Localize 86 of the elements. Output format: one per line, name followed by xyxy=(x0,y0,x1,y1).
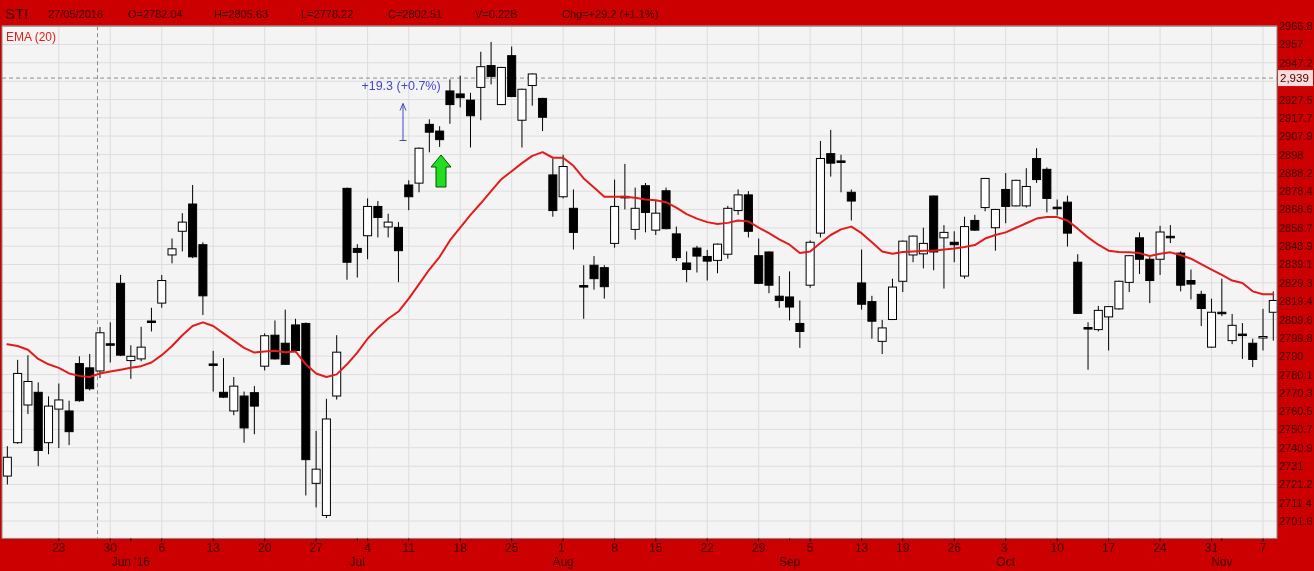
y-tick-label: 2740.9 xyxy=(1279,441,1313,454)
y-tick-label: 2917.7 xyxy=(1279,111,1313,124)
y-tick-label: 2888.2 xyxy=(1279,166,1313,179)
x-tick-label: 31 xyxy=(1204,541,1219,556)
y-tick-label: 2701.6 xyxy=(1279,515,1313,528)
candlestick xyxy=(146,307,156,332)
y-tick-label: 2819.4 xyxy=(1279,295,1313,308)
y-tick-label: 2809.6 xyxy=(1279,313,1313,326)
candlestick xyxy=(538,97,548,132)
chart-title: STI xyxy=(5,5,29,22)
candlestick xyxy=(579,264,589,320)
y-tick-label: 2907.9 xyxy=(1279,130,1313,143)
x-tick-label: 8 xyxy=(611,541,619,556)
x-tick-label: 23 xyxy=(52,541,66,556)
x-tick-label: 27 xyxy=(309,541,324,556)
y-tick-label: 2799.8 xyxy=(1279,331,1313,344)
ref-line-label: 2,939 xyxy=(1280,72,1309,85)
x-tick-label: 29 xyxy=(752,541,766,556)
y-tick-label: 2790 xyxy=(1279,350,1304,363)
x-tick-label: 13 xyxy=(854,541,869,556)
candlestick xyxy=(1248,338,1258,368)
y-tick-label: 2750.7 xyxy=(1279,423,1313,436)
y-tick-label: 2966.8 xyxy=(1279,20,1313,33)
y-tick-label: 2780.1 xyxy=(1279,368,1313,381)
candlestick xyxy=(671,226,681,262)
y-tick-label: 2957 xyxy=(1279,38,1304,51)
y-tick-label: 2878.4 xyxy=(1279,185,1313,198)
x-tick-label: 7 xyxy=(1259,541,1267,556)
candlestick xyxy=(527,72,537,107)
text: Chg=+29.2 (+1.1%) xyxy=(562,7,659,20)
y-tick-label: 2868.6 xyxy=(1279,203,1313,216)
candlestick xyxy=(877,319,887,355)
candlestick xyxy=(682,250,692,283)
x-tick-label: 22 xyxy=(700,541,715,556)
x-tick-label: 24 xyxy=(1153,541,1168,556)
x-tick-label: 10 xyxy=(1050,541,1065,556)
x-tick-label: 19 xyxy=(896,541,910,556)
x-tick-label: 1 Aug xyxy=(552,541,574,570)
text: C=2802.51 xyxy=(388,7,443,20)
x-tick-label: 3 Oct xyxy=(996,541,1016,570)
candlestick xyxy=(157,274,167,309)
text: EMA (20) xyxy=(6,30,57,45)
text: H=2805.63 xyxy=(214,7,269,20)
candlestick xyxy=(795,299,805,349)
candlestick xyxy=(990,208,1000,252)
candlestick xyxy=(167,238,177,264)
y-tick-label: 2858.7 xyxy=(1279,221,1313,234)
x-tick-label: 30 xyxy=(103,541,118,556)
y-tick-label: 2731 xyxy=(1279,460,1304,473)
y-tick-label: 2898 xyxy=(1279,148,1304,161)
text: V=0.22B xyxy=(475,7,518,20)
y-tick-label: 2829.3 xyxy=(1279,276,1313,289)
candlestick xyxy=(404,179,414,211)
y-tick-label: 2848.9 xyxy=(1279,240,1313,253)
text: 27/05/2016 xyxy=(48,7,104,20)
y-tick-label: 2760.5 xyxy=(1279,405,1313,418)
x-tick-label: 18 xyxy=(453,541,468,556)
y-tick-label: 2770.3 xyxy=(1279,386,1313,399)
x-tick-label: Jul xyxy=(349,555,365,570)
text: L=2778.22 xyxy=(301,7,354,20)
candlestick xyxy=(465,92,476,148)
y-tick-label: 2839.1 xyxy=(1279,258,1313,271)
text: O=2782.04 xyxy=(128,7,183,20)
x-tick-label: 15 xyxy=(649,541,663,556)
x-tick-label: 11 xyxy=(402,541,416,556)
x-tick-label: 25 xyxy=(504,541,519,556)
y-tick-label: 2947.2 xyxy=(1279,56,1313,69)
x-tick-label: 17 xyxy=(1101,541,1116,556)
y-tick-label: 2711.4 xyxy=(1279,496,1312,509)
candlestick xyxy=(208,350,218,393)
x-tick-label: Jun '16 xyxy=(111,555,151,570)
x-tick-label: 6 xyxy=(158,541,166,556)
x-tick-label: Nov xyxy=(1211,555,1233,570)
x-tick-label: Sep xyxy=(778,555,801,570)
y-tick-label: 2721.2 xyxy=(1279,478,1313,491)
x-tick-label: 26 xyxy=(947,541,962,556)
candlestick xyxy=(1258,308,1268,351)
x-tick-label: 5 xyxy=(806,541,814,556)
y-tick-label: 2927.5 xyxy=(1279,93,1313,106)
annotation: +19.3 (+0.7%) xyxy=(361,78,441,93)
x-tick-label: 20 xyxy=(257,541,272,556)
x-tick-label: 4 xyxy=(364,541,372,556)
candlestick xyxy=(64,400,74,446)
candlestick xyxy=(846,188,856,221)
candlestick xyxy=(1196,290,1206,327)
x-tick-label: 13 xyxy=(206,541,221,556)
